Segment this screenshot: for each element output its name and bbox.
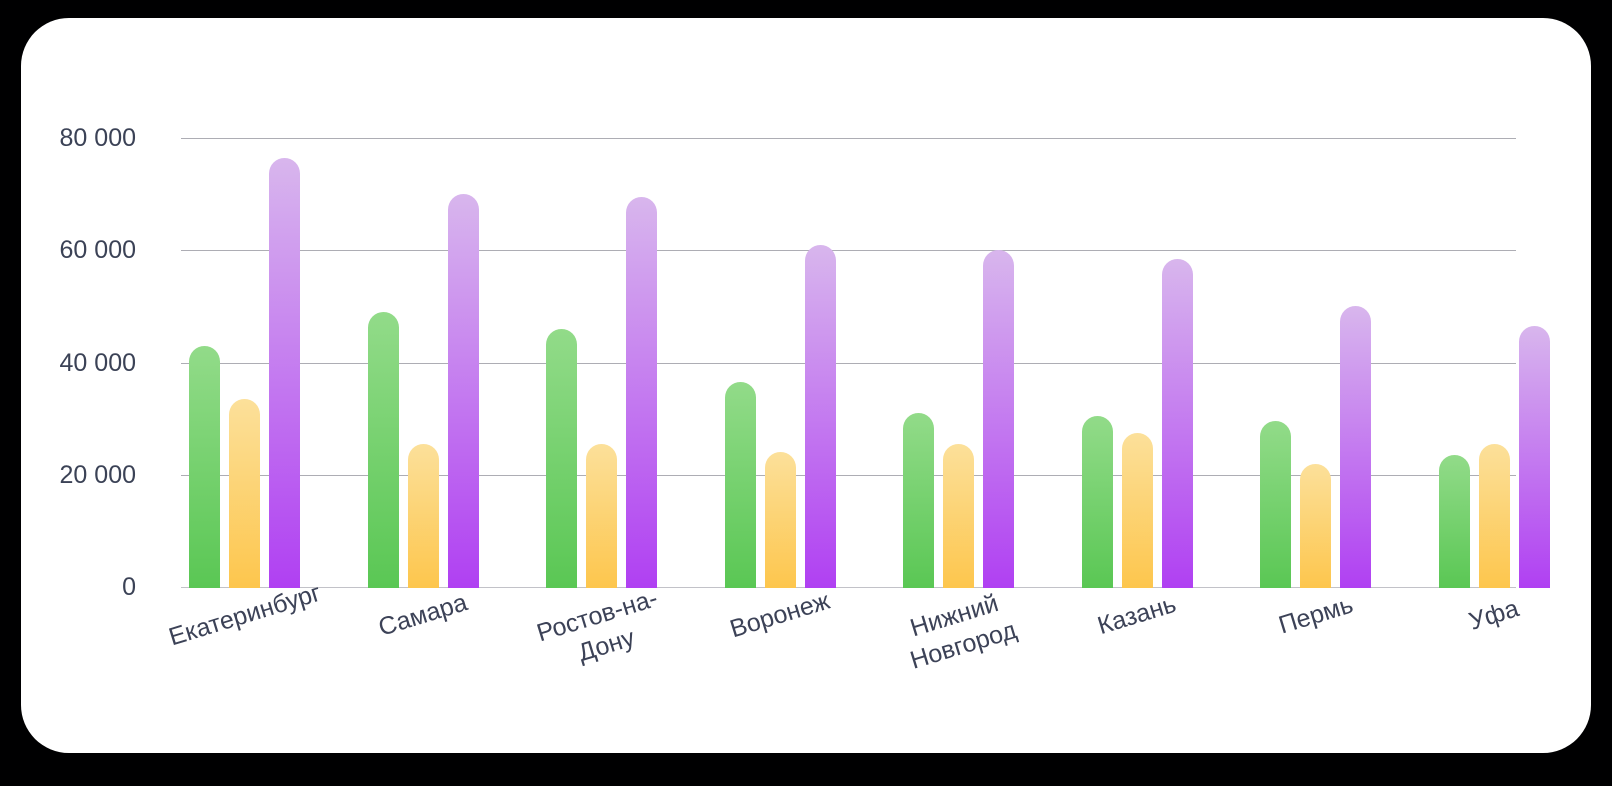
bar-chart: 0 20 000 40 000 60 000 80 000 Екатеринбург Сам… — [21, 18, 1591, 753]
bar-purple-8 — [1518, 326, 1550, 588]
y-axis-tick-label: 40 000 — [59, 348, 136, 377]
bar-green-5 — [903, 413, 934, 588]
gridline — [181, 138, 1516, 139]
gridline — [181, 474, 1516, 476]
bar-purple-5 — [983, 250, 1014, 588]
gridline — [181, 250, 1516, 252]
bar-yellow-1 — [229, 398, 260, 588]
bar-yellow-8 — [1478, 443, 1510, 588]
chart-card: 0 20 000 40 000 60 000 80 000 Екатеринбург Сам… — [21, 18, 1591, 753]
bar-purple-3 — [626, 196, 657, 588]
y-axis-tick-label: 20 000 — [59, 460, 136, 489]
bar-green-7 — [1260, 421, 1291, 588]
bar-green-1 — [189, 345, 220, 588]
bar-purple-1 — [269, 157, 300, 588]
bar-purple-2 — [447, 194, 479, 588]
bar-yellow-6 — [1121, 432, 1153, 588]
bar-purple-4 — [804, 244, 836, 588]
bar-green-4 — [724, 382, 756, 588]
bar-green-3 — [546, 328, 577, 588]
bar-purple-6 — [1161, 258, 1193, 588]
bar-yellow-7 — [1300, 463, 1331, 588]
bar-purple-7 — [1340, 306, 1371, 588]
gridline — [181, 362, 1516, 364]
bar-yellow-3 — [586, 443, 617, 588]
bar-yellow-5 — [943, 443, 974, 588]
y-axis-tick-label: 80 000 — [59, 124, 136, 152]
x-axis-line — [181, 587, 1516, 588]
bar-green-2 — [367, 311, 399, 588]
bar-green-8 — [1438, 455, 1470, 588]
bar-yellow-4 — [764, 452, 796, 588]
y-axis-tick-label: 0 — [122, 573, 136, 601]
bar-green-6 — [1081, 415, 1113, 588]
y-axis-tick-label: 60 000 — [59, 236, 136, 265]
bar-yellow-2 — [407, 443, 439, 588]
